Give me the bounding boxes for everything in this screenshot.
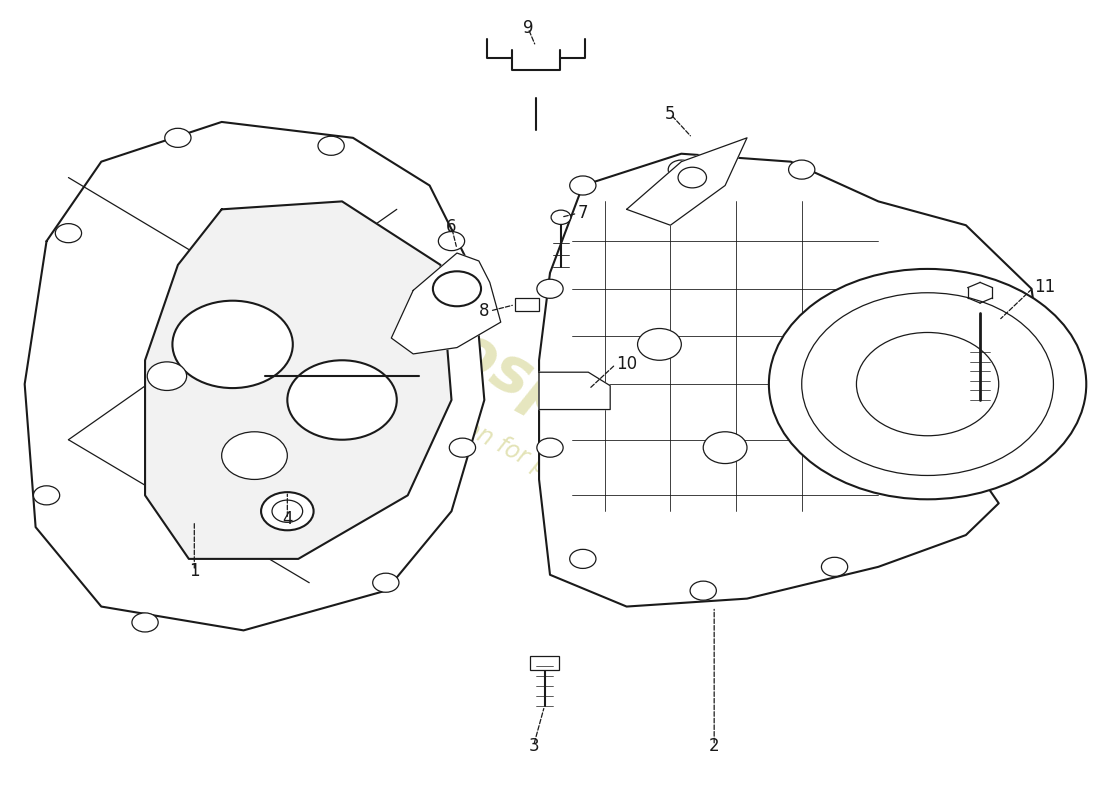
Circle shape <box>272 500 302 522</box>
Circle shape <box>638 329 681 360</box>
Circle shape <box>439 231 464 250</box>
Text: 6: 6 <box>447 218 456 236</box>
Text: a passion for parts since 1985: a passion for parts since 1985 <box>387 377 713 566</box>
Polygon shape <box>392 253 500 354</box>
Circle shape <box>690 581 716 600</box>
Circle shape <box>147 362 187 390</box>
Text: 2: 2 <box>708 737 719 754</box>
Circle shape <box>433 271 481 306</box>
Text: 11: 11 <box>1034 278 1055 296</box>
Polygon shape <box>24 122 484 630</box>
Circle shape <box>551 210 571 225</box>
Bar <box>530 656 559 670</box>
Circle shape <box>822 558 848 576</box>
Polygon shape <box>627 138 747 226</box>
Circle shape <box>537 279 563 298</box>
Text: 10: 10 <box>616 355 637 374</box>
Text: 4: 4 <box>282 510 293 528</box>
Circle shape <box>261 492 314 530</box>
Circle shape <box>173 301 293 388</box>
Circle shape <box>789 160 815 179</box>
Circle shape <box>33 486 59 505</box>
Circle shape <box>802 293 1054 475</box>
Circle shape <box>678 167 706 188</box>
Bar <box>515 298 539 311</box>
Circle shape <box>570 550 596 569</box>
Circle shape <box>287 360 397 440</box>
Circle shape <box>165 128 191 147</box>
Text: eurospares: eurospares <box>336 262 720 506</box>
Circle shape <box>222 432 287 479</box>
Circle shape <box>537 438 563 457</box>
Circle shape <box>857 333 999 436</box>
Polygon shape <box>539 154 1043 606</box>
Polygon shape <box>145 202 451 559</box>
Circle shape <box>318 136 344 155</box>
Circle shape <box>570 176 596 195</box>
Text: 9: 9 <box>522 19 534 37</box>
Circle shape <box>668 160 694 179</box>
Circle shape <box>703 432 747 463</box>
Text: 7: 7 <box>578 204 587 222</box>
Text: 1: 1 <box>189 562 199 580</box>
Text: 8: 8 <box>480 302 490 320</box>
Circle shape <box>55 224 81 242</box>
Circle shape <box>132 613 158 632</box>
Circle shape <box>449 438 475 457</box>
Text: 3: 3 <box>528 737 539 754</box>
Text: 5: 5 <box>666 105 675 123</box>
Circle shape <box>373 573 399 592</box>
Polygon shape <box>539 372 610 410</box>
Circle shape <box>769 269 1087 499</box>
